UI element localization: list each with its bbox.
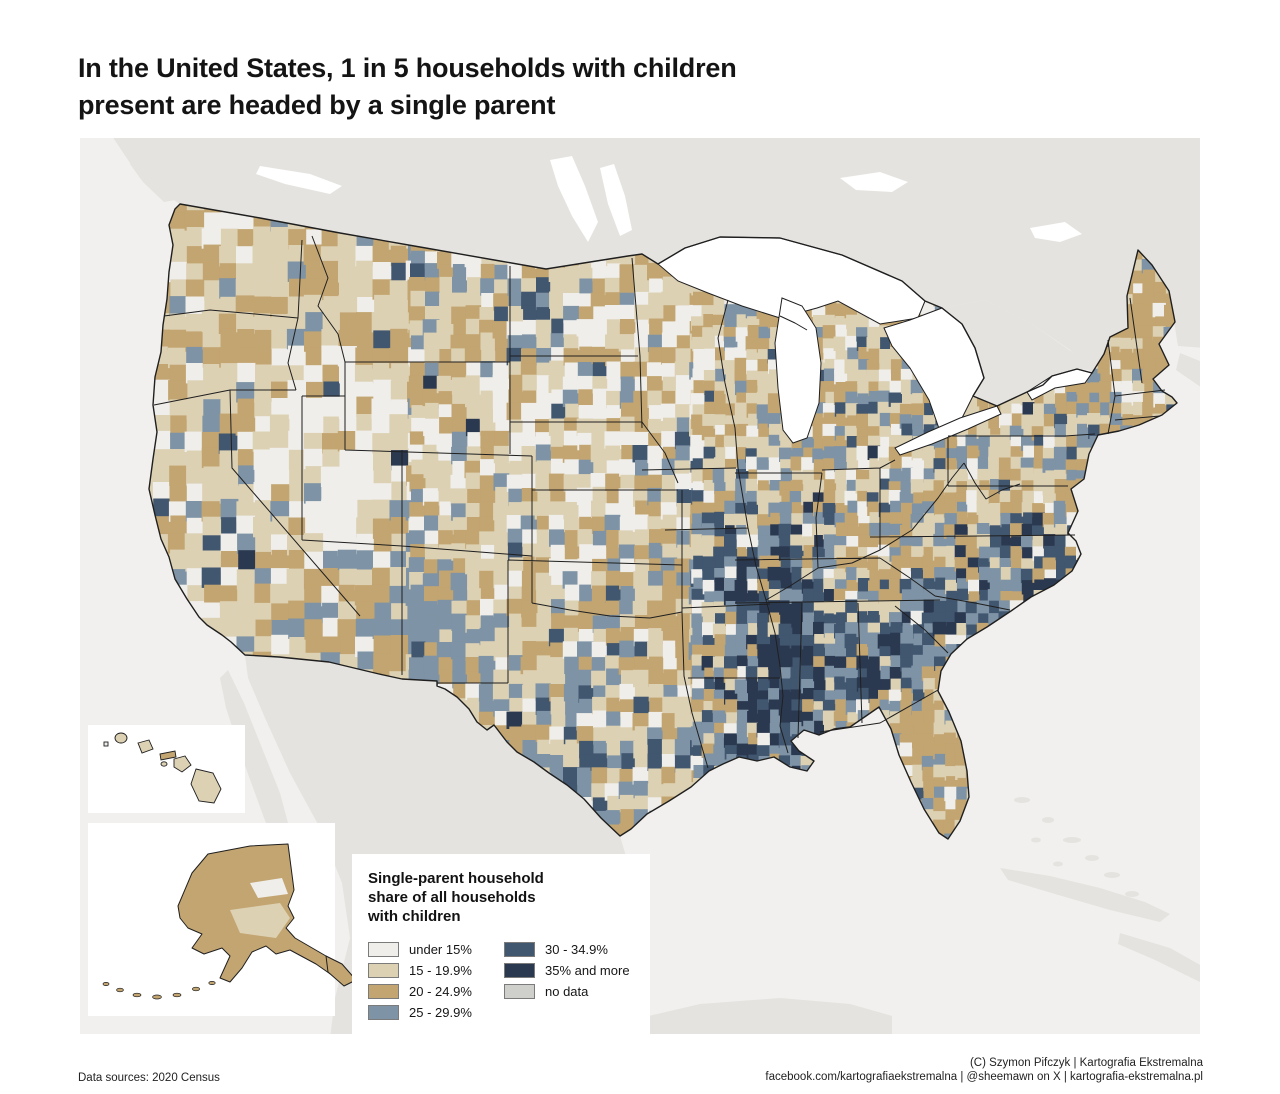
legend-item: under 15% [368, 939, 498, 960]
credit-line1: (C) Szymon Pifczyk | Kartografia Ekstrem… [969, 1057, 1203, 1069]
legend-title-line2: share of all households [368, 889, 536, 906]
alaska-inset [88, 823, 357, 1016]
legend-item-label: 35% and more [545, 963, 630, 978]
legend-item: 30 - 34.9% [504, 939, 634, 960]
legend-swatch [504, 942, 535, 957]
bahamas-islands [1014, 797, 1139, 897]
legend-item-label: 15 - 19.9% [409, 963, 472, 978]
lake-michigan-icon [774, 297, 822, 444]
legend-item-label: under 15% [409, 942, 472, 957]
page-title: In the United States, 1 in 5 households … [78, 50, 737, 124]
legend-item-label: no data [545, 984, 589, 999]
credits: (C) Szymon Pifczyk | Kartografia Ekstrem… [765, 1056, 1203, 1084]
legend-title: Single-parent household share of all hous… [368, 869, 634, 926]
legend-item-label: 30 - 34.9% [545, 942, 608, 957]
legend-swatch [368, 942, 399, 957]
data-source-note: Data sources: 2020 Census [78, 1072, 220, 1084]
ontario-wedge [942, 300, 1090, 406]
us-outline [148, 203, 1178, 840]
legend-swatch [368, 984, 399, 999]
legend-item-label: 20 - 24.9% [409, 984, 472, 999]
legend-item: 15 - 19.9% [368, 960, 498, 981]
hawaii-inset [88, 725, 245, 813]
aleutian-islands [102, 981, 216, 1000]
legend-swatch [368, 963, 399, 978]
legend-swatch [504, 984, 535, 999]
map-legend: Single-parent household share of all hous… [352, 854, 650, 1042]
legend-title-line1: Single-parent household [368, 870, 544, 887]
state-borders [153, 235, 1166, 769]
legend-item: 35% and more [504, 960, 634, 981]
legend-title-line3: with children [368, 908, 461, 925]
us-choropleth-map: Single-parent household share of all hous… [80, 138, 1200, 1042]
legend-item: 25 - 29.9% [368, 1002, 498, 1023]
page-title-line1: In the United States, 1 in 5 households … [78, 53, 737, 83]
great-lakes [657, 236, 1093, 456]
legend-item: 20 - 24.9% [368, 981, 498, 1002]
legend-item-label: 25 - 29.9% [409, 1005, 472, 1020]
page-title-line2: present are headed by a single parent [78, 90, 556, 120]
credit-line2: facebook.com/kartografiaekstremalna | @s… [765, 1071, 1203, 1083]
legend-grid: under 15% 15 - 19.9% 20 - 24.9% 25 - 29.9% 3… [368, 939, 634, 1023]
legend-item: no data [504, 981, 634, 1002]
legend-swatch [368, 1005, 399, 1020]
lake-erie-icon [894, 405, 1002, 456]
legend-swatch [504, 963, 535, 978]
canada-landmass [113, 138, 1200, 387]
